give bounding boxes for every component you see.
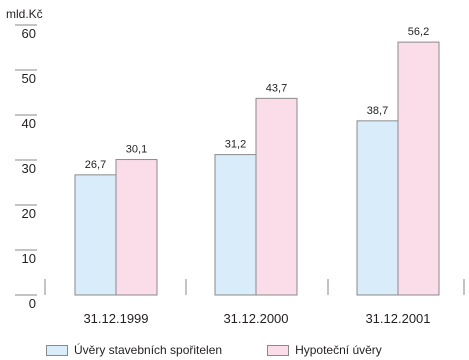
bar-1-3	[356, 120, 399, 296]
x-tick-label-1: 31.12.1999	[83, 311, 148, 326]
legend-label-series-2: Hypoteční úvěry	[295, 343, 382, 357]
y-tick-label-30: 30	[22, 161, 36, 176]
y-tick-label-50: 50	[22, 71, 36, 86]
legend: Úvěry stavebních spořitelen Hypoteční úv…	[46, 340, 427, 360]
bars: 26,7 30,1 31,2 43,7 38,7 56,2	[74, 26, 440, 296]
bar-value-label-2-2: 43,7	[266, 82, 287, 94]
y-axis: 0 10 20 30 40 50 60	[15, 24, 37, 311]
legend-swatch-series-2	[267, 344, 290, 356]
chart: mld.Kč 0 10 20 30 40 50 60 26,7 30,1 31,2 43,7 38,…	[6, 7, 465, 326]
legend-label-series-1: Úvěry stavebních spořitelen	[74, 343, 223, 357]
bar-value-label-1-3: 38,7	[367, 105, 388, 117]
x-axis: 31.12.1999 31.12.2000 31.12.2001	[44, 279, 465, 326]
bar-1-2	[214, 154, 257, 296]
legend-item-series-2: Hypoteční úvěry	[267, 343, 382, 357]
y-tick-label-60: 60	[22, 26, 36, 41]
bar-1-1	[74, 174, 117, 296]
x-tick-label-3: 31.12.2001	[365, 311, 430, 326]
legend-item-series-1: Úvěry stavebních spořitelen	[46, 343, 222, 357]
y-tick-label-40: 40	[22, 116, 36, 131]
bar-2-3	[397, 41, 440, 296]
bar-2-2	[255, 97, 298, 296]
y-unit-label: mld.Kč	[6, 7, 43, 21]
legend-swatch-series-1	[46, 344, 68, 356]
y-tick-label-10: 10	[22, 251, 36, 266]
x-tick-label-2: 31.12.2000	[223, 311, 288, 326]
y-tick-label-0: 0	[29, 296, 36, 311]
bar-value-label-1-1: 26,7	[85, 159, 106, 171]
bar-value-label-2-1: 30,1	[126, 144, 147, 156]
bar-value-label-2-3: 56,2	[408, 26, 429, 38]
y-tick-label-20: 20	[22, 206, 36, 221]
bar-value-label-1-2: 31,2	[225, 139, 246, 151]
bar-2-1	[115, 159, 158, 296]
